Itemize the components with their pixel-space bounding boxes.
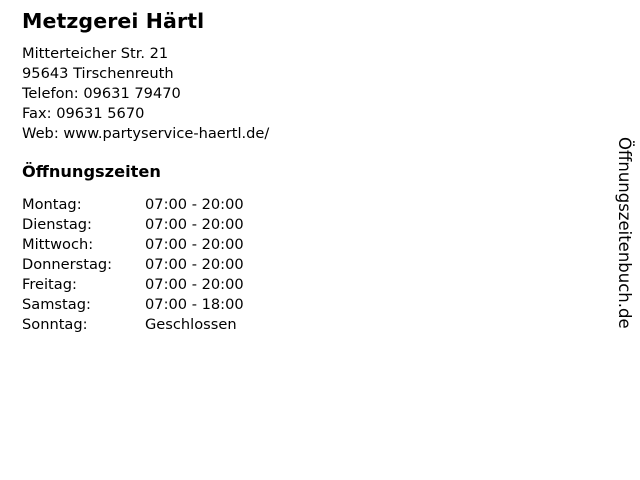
table-row: Samstag: 07:00 - 18:00 — [22, 295, 244, 315]
day-hours: 07:00 - 18:00 — [145, 296, 244, 313]
day-label: Freitag: — [22, 276, 77, 293]
business-info-card: Metzgerei Härtl Mitterteicher Str. 21 95… — [22, 0, 582, 335]
day-label: Mittwoch: — [22, 236, 94, 253]
day-hours: 07:00 - 20:00 — [145, 236, 244, 253]
day-label: Sonntag: — [22, 316, 88, 333]
page-title: Metzgerei Härtl — [22, 9, 205, 33]
address-block: Mitterteicher Str. 21 95643 Tirschenreut… — [22, 44, 582, 144]
day-label: Dienstag: — [22, 216, 92, 233]
website-line: Web: www.partyservice-haertl.de/ — [22, 125, 270, 142]
watermark-label: Öffnungszeitenbuch.de — [615, 137, 634, 329]
day-hours: 07:00 - 20:00 — [145, 256, 244, 273]
watermark: Öffnungszeitenbuch.de — [614, 137, 636, 337]
day-label: Donnerstag: — [22, 256, 113, 273]
table-row: Sonntag: Geschlossen — [22, 315, 244, 335]
day-hours: 07:00 - 20:00 — [145, 276, 244, 293]
table-row: Mittwoch: 07:00 - 20:00 — [22, 235, 244, 255]
day-hours: 07:00 - 20:00 — [145, 216, 244, 233]
table-row: Donnerstag: 07:00 - 20:00 — [22, 255, 244, 275]
day-label: Montag: — [22, 196, 82, 213]
day-hours: 07:00 - 20:00 — [145, 196, 244, 213]
table-row: Dienstag: 07:00 - 20:00 — [22, 215, 244, 235]
table-row: Montag: 07:00 - 20:00 — [22, 195, 244, 215]
table-row: Freitag: 07:00 - 20:00 — [22, 275, 244, 295]
phone-line: Telefon: 09631 79470 — [22, 85, 181, 102]
address-city: 95643 Tirschenreuth — [22, 65, 174, 82]
day-hours: Geschlossen — [145, 316, 237, 333]
fax-line: Fax: 09631 5670 — [22, 105, 145, 122]
address-street: Mitterteicher Str. 21 — [22, 45, 169, 62]
day-label: Samstag: — [22, 296, 91, 313]
opening-hours-heading: Öffnungszeiten — [22, 162, 161, 181]
opening-hours-table: Montag: 07:00 - 20:00 Dienstag: 07:00 - … — [22, 195, 244, 335]
